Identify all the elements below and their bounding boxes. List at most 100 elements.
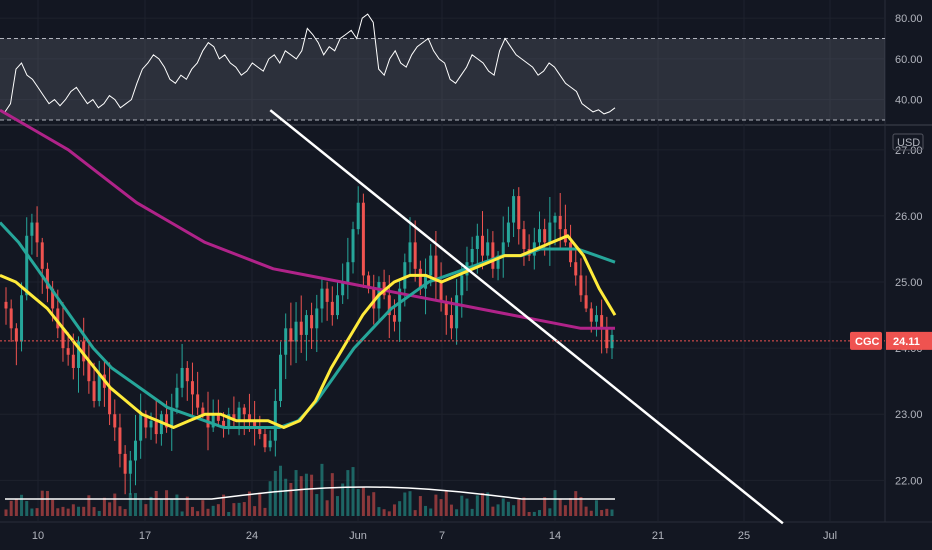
volume-bars — [4, 463, 615, 516]
candle-body — [14, 328, 18, 342]
candle-body — [372, 288, 376, 309]
time-tick-label: 24 — [246, 530, 258, 542]
candle-body — [315, 308, 319, 329]
candle-body — [496, 255, 500, 269]
volume-bar — [247, 491, 251, 516]
candle-body — [413, 242, 417, 269]
time-tick-label: Jul — [823, 530, 837, 542]
candle-body — [512, 196, 516, 223]
volume-bar — [185, 496, 189, 516]
volume-bar — [71, 504, 75, 516]
volume-bar — [263, 507, 267, 516]
volume-bar — [548, 508, 552, 516]
candle-body — [491, 242, 495, 269]
time-tick-label: Jun — [349, 530, 367, 542]
candle-body — [569, 242, 573, 263]
volume-bar — [294, 470, 298, 516]
volume-bar — [558, 499, 562, 516]
volume-bar — [387, 511, 391, 516]
candle-body — [82, 341, 86, 362]
candle-body — [584, 295, 588, 309]
volume-bar — [408, 491, 412, 516]
currency-box — [892, 133, 924, 151]
volume-bar — [584, 506, 588, 516]
time-tick-label: 14 — [549, 530, 561, 542]
volume-bar — [537, 510, 541, 516]
volume-average-line — [5, 486, 615, 500]
candle-body — [299, 321, 303, 335]
volume-bar — [108, 502, 112, 516]
volume-bar — [346, 470, 350, 516]
volume-bar — [118, 506, 122, 516]
volume-bar — [232, 503, 236, 516]
volume-bar — [61, 506, 65, 516]
candle-body — [470, 248, 474, 263]
volume-bar — [30, 508, 34, 516]
volume-bar — [175, 494, 179, 516]
volume-bar — [310, 474, 314, 516]
candle-body — [77, 341, 81, 368]
price-tick-label: 26.00 — [895, 211, 923, 223]
volume-bar — [133, 493, 137, 516]
candle-body — [522, 229, 526, 249]
volume-bar — [475, 495, 479, 516]
candle-body — [537, 229, 541, 243]
volume-bar — [35, 508, 39, 516]
candle-body — [170, 407, 174, 428]
volume-bar — [517, 499, 521, 516]
volume-bar — [40, 490, 44, 516]
volume-bar — [522, 497, 526, 516]
price-axis: 40.0060.0080.0022.0023.0024.0025.0026.00… — [850, 13, 932, 487]
volume-bar — [97, 510, 101, 516]
volume-bar — [242, 502, 246, 516]
candle-body — [284, 328, 288, 355]
currency-label: USD — [897, 137, 920, 149]
candle-body — [558, 215, 562, 230]
volume-bar — [351, 467, 355, 516]
volume-bar — [196, 511, 200, 516]
volume-bar — [268, 481, 272, 516]
volume-bar — [330, 473, 334, 516]
candle-body — [201, 407, 205, 415]
candle-body — [486, 242, 490, 256]
time-axis: 10 17 24 Jun 7 14 21 25 Jul — [32, 530, 837, 542]
volume-bar — [392, 504, 396, 516]
volume-bar — [496, 504, 500, 516]
volume-bar — [361, 487, 365, 516]
candle-body — [9, 308, 13, 329]
volume-bar — [589, 510, 593, 516]
time-tick-label: 10 — [32, 530, 44, 542]
candle-body — [51, 288, 55, 309]
volume-bar — [325, 500, 329, 516]
candle-body — [341, 282, 345, 296]
volume-bar — [14, 499, 18, 516]
candle-body — [154, 420, 158, 435]
volume-bar — [289, 482, 293, 516]
volume-bar — [382, 509, 386, 516]
moving-averages — [0, 108, 617, 429]
volume-bar — [25, 501, 29, 516]
volume-bar — [367, 495, 371, 516]
time-tick-label: 21 — [652, 530, 664, 542]
volume-bar — [532, 511, 536, 516]
volume-bar — [102, 497, 106, 516]
candle-body — [594, 315, 598, 322]
volume-bar — [66, 508, 70, 516]
candle-body — [367, 275, 371, 289]
candle-body — [589, 308, 593, 322]
candle-body — [92, 381, 96, 402]
ema-fast-line — [0, 234, 617, 429]
volume-bar — [149, 496, 153, 516]
volume-bar — [56, 508, 60, 516]
volume-bar — [579, 497, 583, 516]
volume-bar — [506, 501, 510, 516]
volume-bar — [527, 511, 531, 516]
symbol-tag — [850, 331, 882, 350]
candle-body — [242, 407, 246, 415]
volume-bar — [9, 500, 13, 516]
candle-body — [548, 222, 552, 243]
time-tick-label: 17 — [139, 530, 151, 542]
volume-bar — [429, 508, 433, 516]
candle-body — [222, 420, 226, 428]
candle-body — [71, 354, 75, 368]
